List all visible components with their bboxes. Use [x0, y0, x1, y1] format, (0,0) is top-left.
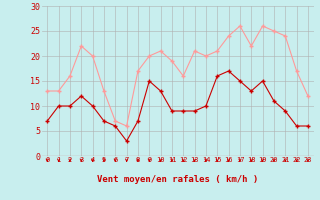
X-axis label: Vent moyen/en rafales ( km/h ): Vent moyen/en rafales ( km/h ): [97, 174, 258, 184]
